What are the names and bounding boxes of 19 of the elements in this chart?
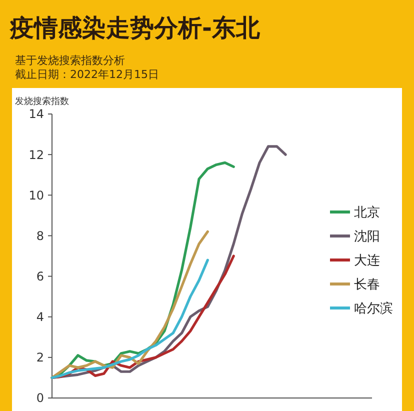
y-tick-label: 0 [36,391,44,406]
legend-label: 大连 [354,254,380,269]
chart-subtitle: 基于发烧搜索指数分析 [15,54,125,67]
y-tick-label: 10 [28,188,44,202]
legend-label: 长春 [354,278,380,293]
y-tick-label: 6 [36,269,44,284]
legend-label: 北京 [354,206,380,221]
y-tick-label: 2 [36,350,44,365]
legend-label: 哈尔滨 [354,300,393,317]
line-series [50,230,209,380]
y-axis-title: 发烧搜索指数 [15,96,69,107]
y-tick-label: 4 [36,310,44,324]
y-tick-label: 8 [36,228,44,243]
legend-label: 沈阳 [354,230,380,245]
line-series [50,258,209,380]
text: 截止日期：2022年12月15日 [15,68,159,81]
y-tick-label: 14 [28,107,44,122]
y-tick-label: 12 [28,148,44,162]
chart-title: 疫情感染走势分析-东北 [9,14,261,42]
